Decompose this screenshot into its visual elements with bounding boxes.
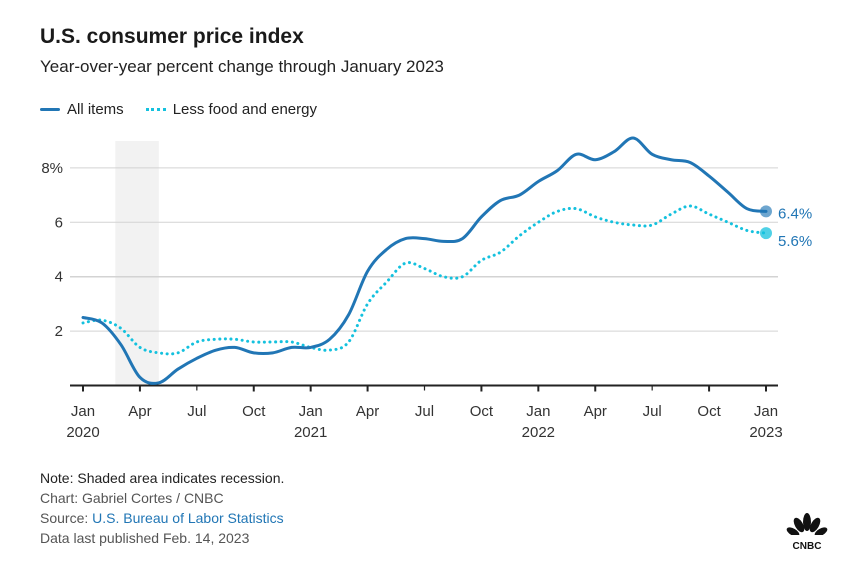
y-tick-label: 6: [55, 214, 63, 231]
x-tick-label: Oct: [697, 403, 721, 420]
footer-credit: Chart: Gabriel Cortes / CNBC: [40, 490, 224, 506]
line-chart: 2 4 6 8% Jan 2020 Apr Jul Oct Jan 2021 Apr Jul Oct Ja…: [41, 136, 812, 441]
logo-text: CNBC: [793, 541, 822, 552]
y-tick-label: 8%: [41, 160, 63, 177]
chart-title: U.S. consumer price index: [40, 25, 304, 48]
legend-label: All items: [67, 101, 124, 118]
y-tick-label: 4: [55, 269, 63, 286]
x-tick-label: Oct: [470, 403, 494, 420]
x-tick-label: Jan: [299, 403, 323, 420]
end-marker-core[interactable]: [760, 227, 772, 240]
source-link[interactable]: U.S. Bureau of Labor Statistics: [92, 510, 284, 526]
footer-source: Source: U.S. Bureau of Labor Statistics: [40, 508, 284, 528]
x-tick-label: Jul: [643, 403, 662, 420]
x-tick-label: Jul: [187, 403, 206, 420]
x-tick-year-label: 2022: [522, 424, 555, 441]
legend-swatch-dotted-icon: [145, 108, 166, 111]
footer-published: Data last published Feb. 14, 2023: [40, 530, 250, 546]
x-tick-label: Apr: [356, 403, 379, 420]
x-tick-label: Jul: [415, 403, 434, 420]
end-label-core: 5.6%: [778, 233, 812, 250]
legend: All items Less food and energy: [40, 101, 339, 118]
x-tick-label: Oct: [242, 403, 266, 420]
x-tick-label: Jan: [754, 403, 778, 420]
y-tick-label: 2: [55, 323, 63, 340]
series-line-core: [81, 204, 768, 356]
legend-item-core[interactable]: Less food and energy: [145, 101, 317, 118]
x-tick-year-label: 2020: [66, 424, 99, 441]
x-tick-year-label: 2023: [749, 424, 782, 441]
x-tick-label: Apr: [584, 403, 607, 420]
x-tick-label: Apr: [128, 403, 151, 420]
chart-footer: Note: Shaded area indicates recession. C…: [40, 468, 284, 548]
x-tick-year-label: 2021: [294, 424, 327, 441]
legend-swatch-solid-icon: [40, 108, 60, 111]
x-tick-label: Jan: [71, 403, 95, 420]
series-line-all-items: [81, 136, 768, 385]
source-prefix: Source:: [40, 510, 93, 526]
chart-subtitle: Year-over-year percent change through Ja…: [40, 57, 444, 76]
x-tick-label: Jan: [526, 403, 550, 420]
legend-item-all-items[interactable]: All items: [40, 101, 124, 118]
end-marker-all-items[interactable]: [760, 205, 772, 218]
footer-note: Note: Shaded area indicates recession.: [40, 470, 285, 486]
legend-label: Less food and energy: [172, 101, 317, 118]
end-label-all-items: 6.4%: [778, 205, 812, 222]
cnbc-peacock-logo-icon: CNBC: [786, 513, 828, 552]
